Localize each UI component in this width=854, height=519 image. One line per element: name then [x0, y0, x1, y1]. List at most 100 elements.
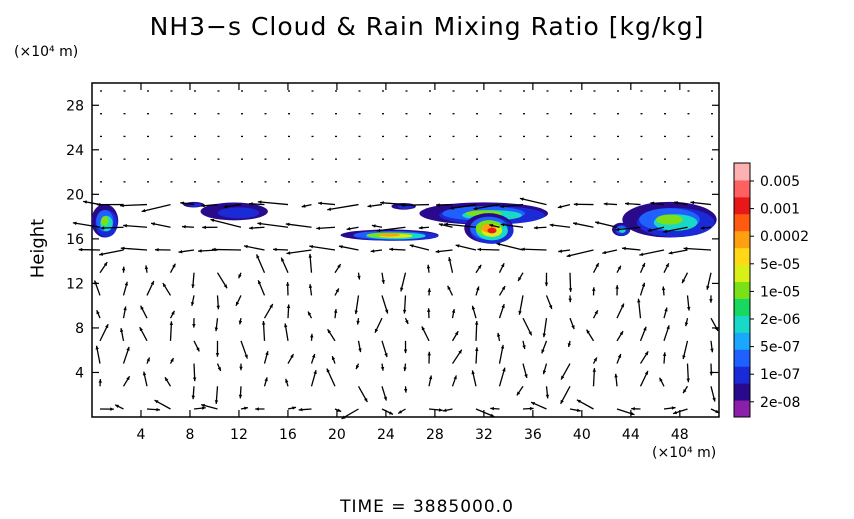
chart-title: NH3−s Cloud & Rain Mixing Ratio [kg/kg] — [149, 12, 705, 41]
wind-arrowhead — [105, 324, 109, 329]
wind-arrowhead — [400, 287, 404, 292]
wind-arrowhead — [398, 410, 403, 414]
wind-arrowhead — [78, 247, 83, 252]
wind-arrow — [477, 248, 500, 251]
wind-arrowhead — [384, 309, 389, 314]
wind-arrowhead — [150, 281, 154, 286]
wind-arrow — [496, 242, 524, 251]
wind-arrow — [123, 224, 148, 228]
wind-arrowhead — [258, 280, 262, 285]
wind-arrowhead — [603, 202, 608, 206]
wind-arrowhead — [285, 282, 290, 286]
wind-arrow — [519, 197, 547, 206]
wind-arrowhead — [682, 355, 686, 360]
colorbar-label: 5e-07 — [760, 340, 800, 356]
wind-arrowhead — [308, 311, 312, 316]
wind-arrowhead — [573, 202, 578, 207]
colorbar-label: 0.0002 — [760, 229, 809, 245]
wind-arrowhead — [403, 367, 407, 372]
wind-arrowhead — [110, 407, 114, 411]
wind-arrowhead — [367, 204, 372, 208]
wind-arrowhead — [444, 222, 448, 227]
wind-arrowhead — [715, 409, 720, 413]
wind-arrowhead — [548, 305, 553, 310]
wind-arrowhead — [573, 222, 577, 226]
x-tick-label: 16 — [279, 427, 297, 443]
colorbar-swatch — [734, 383, 750, 401]
wind-arrow — [401, 203, 430, 207]
wind-arrowhead — [471, 305, 476, 310]
wind-arrowhead — [286, 251, 291, 255]
wind-arrowhead — [686, 378, 690, 383]
wind-arrowhead — [103, 262, 108, 267]
wind-arrow — [639, 249, 665, 256]
wind-arrowhead — [364, 398, 368, 403]
wind-arrowhead — [376, 228, 381, 233]
x-tick-label: 20 — [328, 427, 346, 443]
colorbar-swatch — [734, 213, 750, 232]
wind-arrowhead — [661, 286, 666, 291]
wind-arrowhead — [285, 378, 289, 383]
wind-arrow — [449, 203, 477, 210]
wind-arrowhead — [210, 218, 215, 223]
colorbar-label: 1e-05 — [760, 284, 800, 300]
wind-arrowhead — [438, 408, 443, 412]
wind-arrowhead — [558, 249, 563, 253]
wind-arrowhead — [516, 391, 521, 396]
colorbar-swatch — [734, 163, 750, 181]
wind-arrowhead — [119, 328, 124, 332]
wind-arrowhead — [421, 326, 426, 331]
wind-arrowhead — [389, 247, 393, 252]
wind-arrowhead — [647, 228, 652, 232]
wind-arrowhead — [120, 203, 124, 208]
wind-arrowhead — [426, 264, 431, 269]
wind-arrowhead — [625, 202, 629, 206]
wind-arrowhead — [126, 376, 130, 381]
colorbar-swatch — [734, 366, 750, 384]
wind-arrow — [141, 203, 171, 213]
wind-arrowhead — [309, 244, 314, 249]
wind-arrowhead — [637, 298, 641, 303]
wind-arrow — [521, 248, 547, 251]
wind-arrowhead — [191, 284, 195, 289]
colorbar-label: 0.001 — [760, 202, 800, 218]
wind-arrowhead — [165, 377, 169, 382]
wind-arrowhead — [500, 222, 505, 227]
y-tick-label: 20 — [66, 187, 84, 203]
wind-arrowhead — [192, 324, 196, 328]
y-tick-label: 8 — [75, 321, 84, 337]
wind-arrowhead — [281, 257, 285, 262]
wind-arrow — [615, 226, 641, 231]
wind-arrowhead — [438, 223, 443, 227]
wind-arrowhead — [124, 281, 128, 286]
wind-arrowhead — [614, 373, 618, 378]
cloud-contour — [379, 233, 400, 237]
wind-arrowhead — [666, 325, 670, 330]
wind-arrowhead — [201, 406, 206, 410]
wind-arrowhead — [249, 202, 253, 206]
wind-arrowhead — [496, 242, 501, 247]
wind-arrowhead — [690, 200, 695, 205]
wind-arrowhead — [310, 333, 314, 338]
wind-arrowhead — [631, 407, 635, 411]
x-tick-label: 12 — [230, 427, 248, 443]
wind-arrowhead — [684, 322, 689, 327]
wind-arrow — [380, 201, 406, 206]
wind-arrowhead — [595, 263, 599, 268]
wind-arrowhead — [357, 275, 361, 280]
wind-arrow — [473, 203, 500, 210]
wind-arrowhead — [154, 248, 159, 252]
wind-arrowhead — [630, 411, 635, 416]
x-tick-label: 24 — [377, 427, 395, 443]
wind-arrowhead — [192, 377, 197, 382]
colorbar-swatch — [734, 179, 750, 198]
wind-arrowhead — [269, 303, 273, 308]
wind-arrow — [327, 203, 359, 211]
time-label: TIME = 3885000.0 — [340, 497, 514, 517]
wind-arrowhead — [331, 356, 336, 361]
wind-arrowhead — [142, 371, 147, 376]
wind-arrowhead — [326, 368, 330, 373]
wind-arrowhead — [474, 321, 479, 325]
wind-arrowhead — [710, 348, 714, 353]
cloud-contour — [487, 227, 497, 234]
